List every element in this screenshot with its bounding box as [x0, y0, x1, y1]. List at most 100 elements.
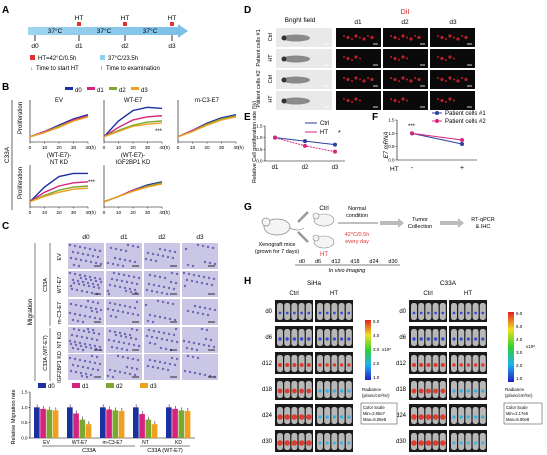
- c-col-d1: d1: [120, 234, 128, 241]
- cell-dot: [118, 331, 122, 335]
- fish-eye: [281, 98, 287, 104]
- c-side-group1: C33A: [43, 278, 49, 292]
- cell-dot: [210, 283, 214, 287]
- bar-m-C3-E7-d2: [112, 410, 119, 438]
- f-x-tick-label: +: [460, 165, 464, 172]
- c-row-ev: EV: [57, 253, 63, 261]
- signal-spot: [440, 414, 446, 420]
- signal-spot: [325, 415, 329, 419]
- bar-KD-d1: [172, 408, 178, 438]
- g-result-1: RT-qPCR: [471, 217, 494, 223]
- c-bar-y-tick-label: 1.0: [21, 405, 28, 410]
- cell-dot: [124, 335, 128, 339]
- signal-spot: [452, 389, 456, 393]
- cell-dot: [205, 328, 209, 332]
- cell-dot: [109, 246, 113, 250]
- cell-dot: [208, 307, 212, 311]
- fluorescence-bg: [336, 28, 381, 47]
- signal-spot: [433, 362, 438, 368]
- dil-spot: [354, 97, 358, 101]
- bar-WT-E7-d3: [85, 424, 92, 438]
- h-right-colorbar: [508, 312, 514, 382]
- cell-dot: [133, 260, 137, 264]
- signal-spot: [433, 337, 438, 341]
- signal-spot: [473, 389, 478, 393]
- cell-dot: [125, 348, 129, 352]
- dil-spot: [414, 35, 416, 37]
- signal-spot: [339, 389, 344, 393]
- cell-dot: [83, 359, 87, 363]
- ivis-image-right-r3-c1: [449, 378, 487, 400]
- cell-dot: [190, 279, 194, 283]
- ivis-image-right-r2-c0: [409, 352, 447, 374]
- migration-image-bg: [106, 354, 142, 380]
- cell-dot: [76, 279, 80, 283]
- legend-37-text: 37°C/23.5h: [108, 56, 138, 62]
- x-tick-label: 20: [204, 145, 210, 151]
- c-legend-d2-label: d2: [116, 384, 123, 390]
- cell-dot: [93, 248, 97, 252]
- h-right-scale-6: 6.0: [516, 311, 523, 316]
- dil-spot: [346, 77, 350, 82]
- mouse-silhouette: [439, 303, 446, 320]
- b-chart-b-m-c3-e7: 0 10 20 30 40 (h) m-C3-E7: [177, 98, 245, 151]
- dil-spot: [456, 79, 460, 83]
- legend-ht-swatch: [30, 55, 35, 60]
- cell-dot: [94, 261, 98, 265]
- cell-dot: [160, 291, 164, 295]
- h-left-scale-1: 1.0: [373, 375, 380, 380]
- cell-dot: [196, 356, 200, 360]
- chart-title-line1: (WT-E7)-: [47, 153, 71, 159]
- ivis-image-left-r2-c1: [315, 352, 353, 374]
- dil-spot: [401, 97, 405, 101]
- bar-WT-E7-d2: [79, 419, 86, 438]
- signal-spot: [474, 311, 477, 315]
- dil-spot: [393, 56, 397, 61]
- e-point-Ctrl: [333, 142, 337, 147]
- cell-dot: [157, 284, 161, 288]
- signal-spot: [440, 440, 446, 446]
- signal-spot: [440, 362, 445, 368]
- cell-dot: [144, 303, 148, 307]
- migration-image-r4-c3: [182, 354, 218, 380]
- signal-spot: [432, 414, 439, 420]
- cell-dot: [118, 370, 122, 374]
- cell-dot: [98, 345, 102, 349]
- chart-title-line2: NT KD: [50, 160, 69, 166]
- dil-spot: [393, 77, 397, 82]
- dil-spot: [445, 80, 447, 82]
- dil-spot: [448, 76, 452, 80]
- cell-dot: [174, 281, 178, 285]
- cell-dot: [164, 347, 168, 351]
- cell-dot: [118, 285, 122, 289]
- g-ctrl-label: Ctrl: [319, 206, 328, 212]
- cell-dot: [121, 310, 125, 314]
- x-tick-label: 20: [56, 145, 62, 151]
- cell-dot: [113, 302, 117, 306]
- h-left-row-d0: d0: [265, 309, 272, 315]
- dil-spot: [351, 101, 353, 103]
- bar-NT-d0: [133, 407, 139, 438]
- temp-label-2: 37°C: [97, 27, 112, 35]
- dil-spot: [453, 99, 455, 102]
- cell-dot: [89, 260, 93, 264]
- x-tick-label: 30: [145, 210, 151, 216]
- ivis-image-right-r0-c0: [409, 300, 447, 322]
- x-tick-label: 20: [130, 210, 136, 216]
- ivis-image-right-r1-c0: [409, 326, 447, 348]
- h-right-colorscale-box: [503, 402, 543, 425]
- cell-dot: [92, 331, 96, 335]
- cell-dot: [86, 253, 90, 257]
- cell-dot: [152, 283, 156, 287]
- dil-spot: [445, 59, 447, 61]
- cell-dot: [82, 283, 86, 287]
- cell-dot: [78, 358, 82, 362]
- cell-dot: [186, 354, 190, 358]
- migration-image-r2-c2: [144, 299, 180, 325]
- signal-spot: [347, 441, 351, 445]
- cell-dot: [131, 244, 135, 248]
- signal-spot: [325, 389, 329, 393]
- signal-spot: [481, 415, 485, 419]
- fluorescence-bg: [336, 91, 381, 110]
- c-migration-grid: [68, 243, 218, 380]
